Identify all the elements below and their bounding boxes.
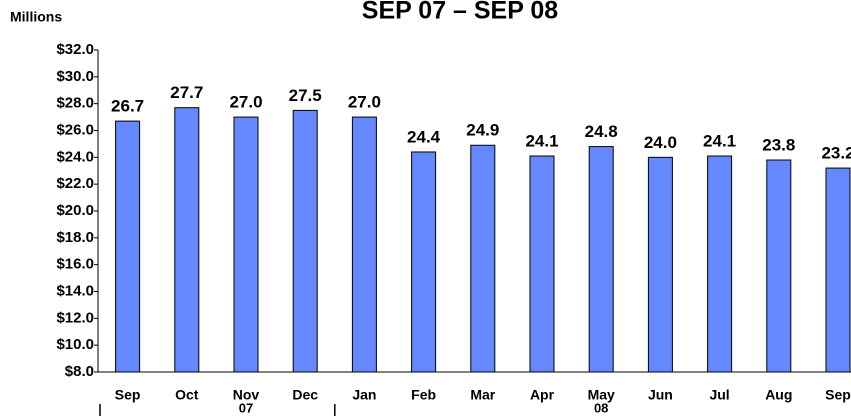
value-label: 27.7 [170, 83, 203, 102]
y-tick-label: $26.0 [56, 121, 94, 138]
x-tick-label: Sep [825, 387, 851, 403]
value-label: 27.0 [229, 93, 262, 112]
bar [470, 144, 496, 373]
value-label: 24.1 [525, 131, 558, 150]
y-tick-label: $28.0 [56, 95, 94, 112]
y-tick-label: $10.0 [56, 336, 94, 353]
bar [115, 120, 141, 373]
bar [588, 146, 614, 373]
bar [707, 155, 733, 373]
value-label: 24.1 [703, 131, 736, 150]
bar [292, 109, 318, 373]
bar [825, 167, 851, 373]
value-label: 24.0 [644, 133, 677, 152]
bar [233, 116, 259, 373]
x-tick-label: Sep [115, 387, 141, 403]
x-tick-label: Mar [470, 387, 495, 403]
value-label: 27.0 [348, 93, 381, 112]
x-tick-label: Dec [292, 387, 318, 403]
value-label: 27.5 [289, 86, 322, 105]
value-label: 24.4 [407, 127, 441, 146]
value-label: 23.2 [821, 144, 851, 163]
x-tick-label: Feb [411, 387, 436, 403]
y-tick-label: $20.0 [56, 202, 94, 219]
bar [411, 151, 437, 373]
chart-title: SEP 07 – SEP 08 [362, 0, 559, 25]
bar [351, 116, 377, 373]
bar [766, 159, 792, 373]
value-label: 26.7 [111, 97, 144, 116]
y-tick-label: $22.0 [56, 175, 94, 192]
x-tick-label: Jul [709, 387, 729, 403]
y-tick-label: $8.0 [65, 363, 94, 380]
x-tick-label: Jan [352, 387, 376, 403]
value-label: 24.9 [466, 121, 499, 140]
x-tick-label: Oct [175, 387, 199, 403]
x-tick-label: Aug [765, 387, 792, 403]
x-tick-label: Apr [530, 387, 555, 403]
bar [647, 156, 673, 373]
bar [174, 107, 200, 373]
x-tick-label: Jun [648, 387, 673, 403]
x-group-label: 07 [239, 400, 253, 415]
y-tick-label: $18.0 [56, 229, 94, 246]
x-tick-label: May [588, 387, 615, 403]
bar [529, 155, 555, 373]
y-tick-label: $24.0 [56, 148, 94, 165]
value-label: 23.8 [762, 136, 795, 155]
y-tick-label: $30.0 [56, 68, 94, 85]
y-tick-label: $16.0 [56, 256, 94, 273]
y-tick-label: $14.0 [56, 282, 94, 299]
y-tick-label: $32.0 [56, 41, 94, 58]
x-group-label: 08 [594, 400, 608, 415]
x-tick-label: Nov [233, 387, 260, 403]
y-tick-label: $12.0 [56, 309, 94, 326]
y-axis-label: Millions [10, 9, 62, 25]
value-label: 24.8 [585, 122, 618, 141]
